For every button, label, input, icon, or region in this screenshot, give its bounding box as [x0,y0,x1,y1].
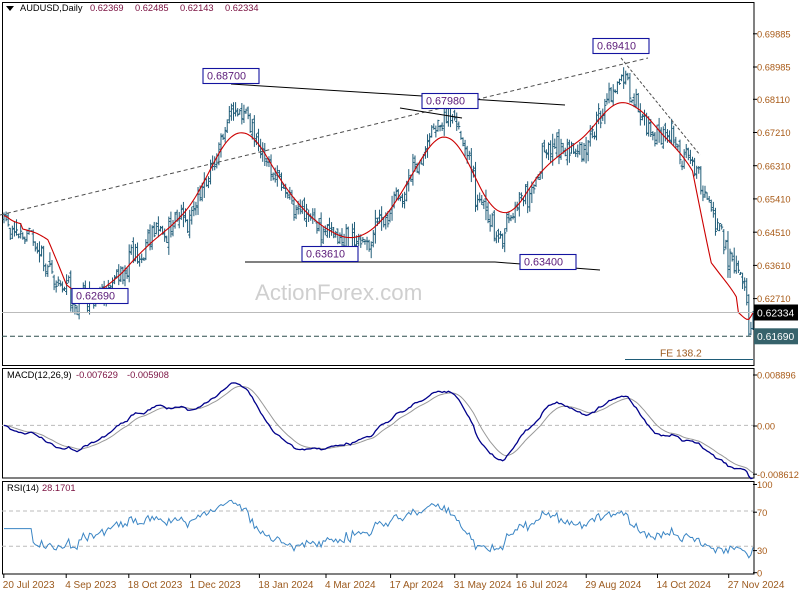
svg-text:0.62143: 0.62143 [180,3,214,13]
svg-text:1 Dec 2023: 1 Dec 2023 [190,580,242,591]
svg-text:0.67210: 0.67210 [757,128,791,138]
svg-text:0.68110: 0.68110 [757,95,790,105]
svg-text:16 Jul 2024: 16 Jul 2024 [516,580,568,591]
svg-text:0.62710: 0.62710 [757,294,791,304]
svg-text:0.62334: 0.62334 [757,308,794,319]
svg-text:0.61690: 0.61690 [757,332,794,343]
svg-text:0.008896: 0.008896 [757,371,796,381]
svg-text:-0.007629: -0.007629 [76,370,118,380]
svg-text:0.00: 0.00 [757,422,775,432]
svg-text:18 Jan 2024: 18 Jan 2024 [258,580,313,591]
svg-text:0.62485: 0.62485 [135,3,169,13]
svg-text:MACD(12,26,9): MACD(12,26,9) [7,370,72,380]
svg-text:0.65410: 0.65410 [757,195,791,205]
svg-text:0.63400: 0.63400 [524,257,563,269]
svg-text:FE 138.2: FE 138.2 [660,349,702,360]
svg-text:0.69410: 0.69410 [597,41,636,53]
svg-text:AUDUSD,Daily: AUDUSD,Daily [20,3,83,13]
svg-text:4 Mar 2024: 4 Mar 2024 [325,580,376,591]
svg-text:20 Jul 2023: 20 Jul 2023 [3,580,55,591]
svg-text:14 Oct 2024: 14 Oct 2024 [657,580,712,591]
svg-text:0.64510: 0.64510 [757,228,791,238]
svg-text:30: 30 [757,546,767,556]
svg-text:0.63610: 0.63610 [306,249,345,261]
svg-text:ActionForex.com: ActionForex.com [255,280,422,305]
svg-text:27 Nov 2024: 27 Nov 2024 [728,580,785,591]
svg-text:0.67980: 0.67980 [426,96,465,108]
svg-text:RSI(14): RSI(14) [7,483,39,493]
svg-text:-0.005908: -0.005908 [127,370,169,380]
svg-text:0.62690: 0.62690 [76,291,115,303]
svg-text:4 Sep 2023: 4 Sep 2023 [65,580,117,591]
svg-text:0: 0 [757,568,762,578]
svg-text:17 Apr 2024: 17 Apr 2024 [390,580,444,591]
svg-text:29 Aug 2024: 29 Aug 2024 [585,580,642,591]
svg-text:0.68985: 0.68985 [757,63,791,73]
svg-text:0.63610: 0.63610 [757,261,791,271]
svg-text:-0.008612: -0.008612 [757,470,799,480]
svg-text:28.1701: 28.1701 [42,483,76,493]
svg-text:0.62369: 0.62369 [90,3,124,13]
svg-text:70: 70 [757,508,767,518]
svg-text:0.66310: 0.66310 [757,161,791,171]
svg-text:100: 100 [757,480,773,490]
svg-text:0.69885: 0.69885 [757,29,791,39]
svg-text:0.62334: 0.62334 [225,3,259,13]
svg-text:0.68700: 0.68700 [207,71,246,83]
svg-text:31 May 2024: 31 May 2024 [454,580,512,591]
svg-text:18 Oct 2023: 18 Oct 2023 [128,580,183,591]
